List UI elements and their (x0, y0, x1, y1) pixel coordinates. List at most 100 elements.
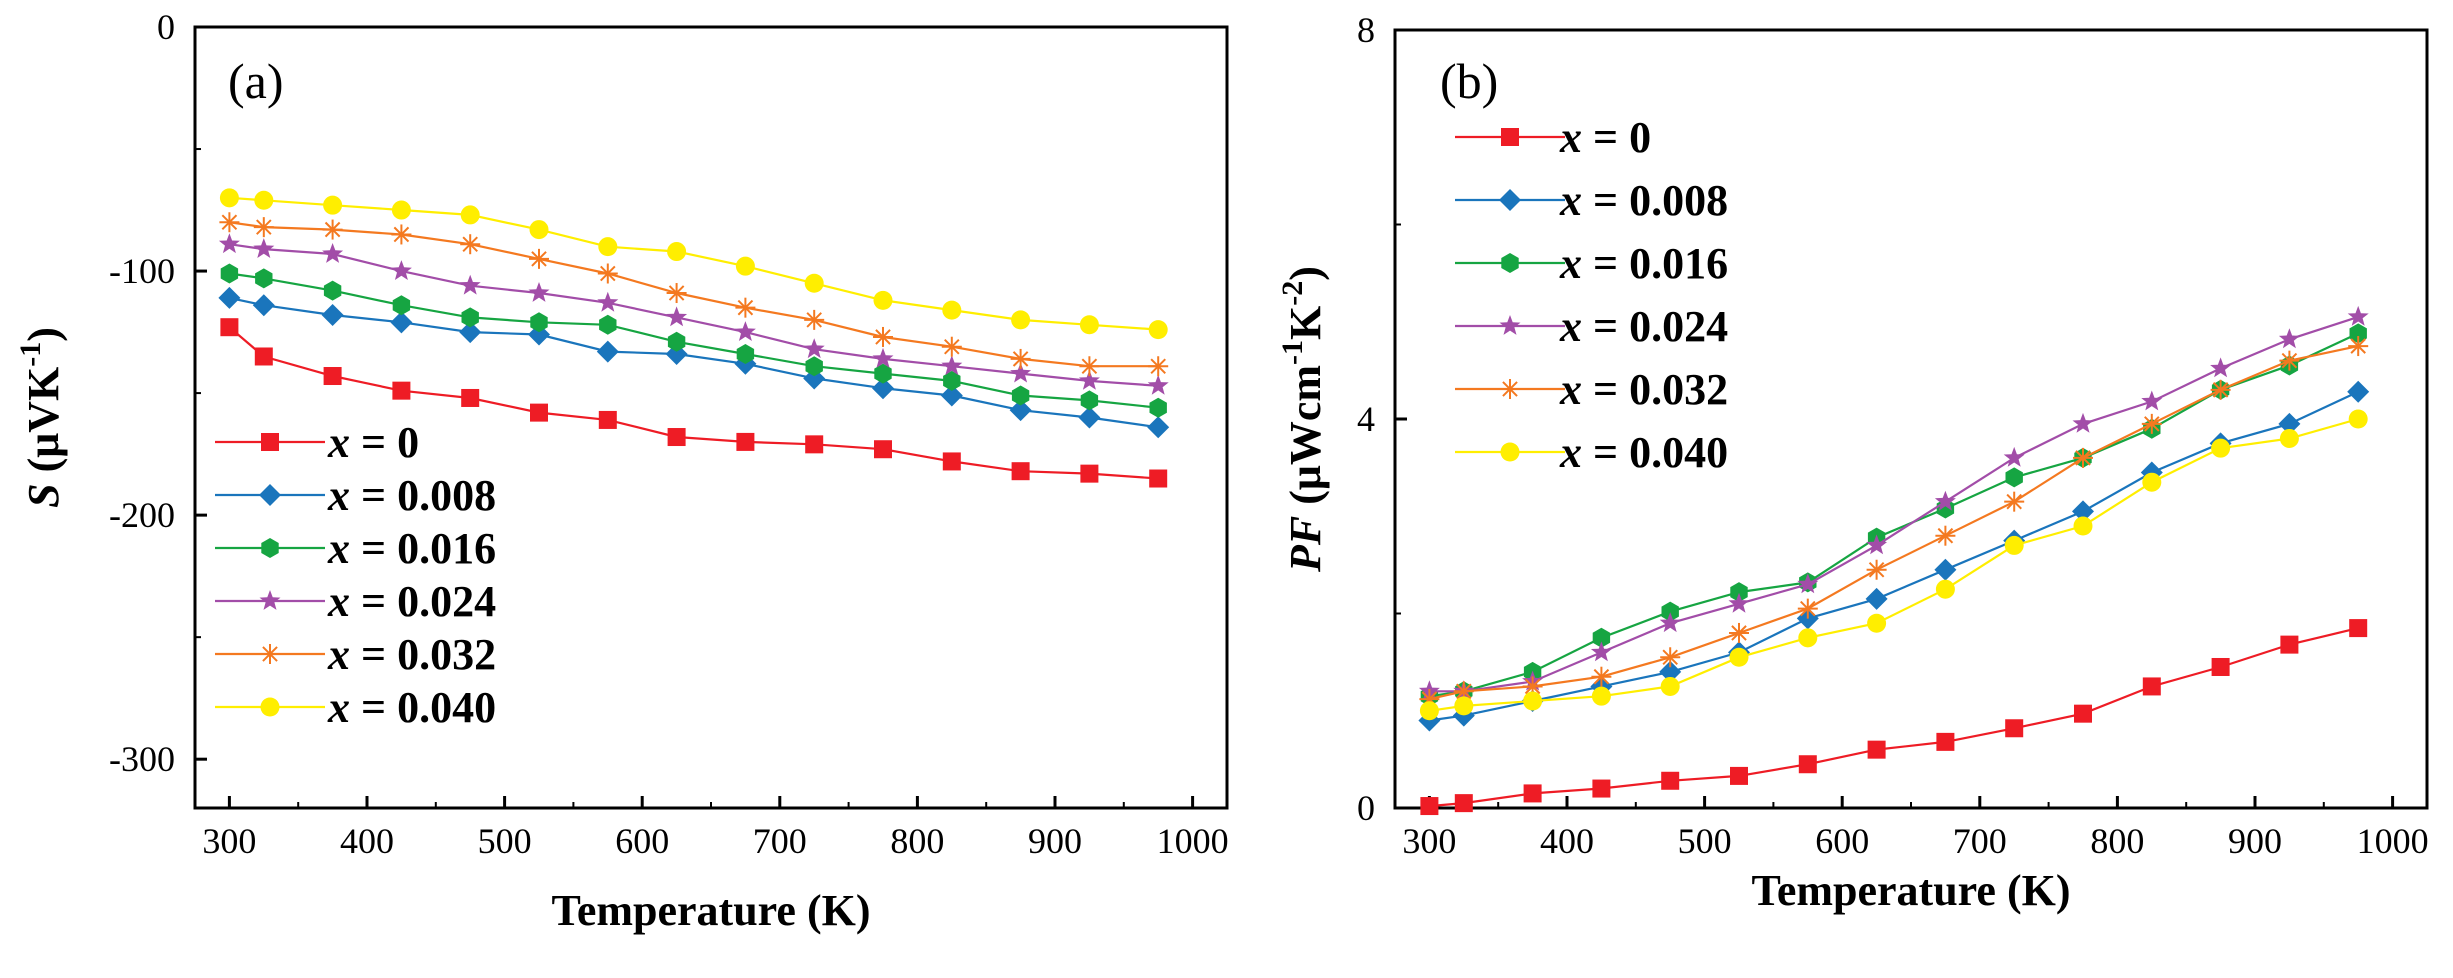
data-point (459, 274, 481, 295)
data-point (1661, 771, 1680, 790)
data-point (803, 338, 825, 359)
data-point (1419, 701, 1439, 721)
data-point (322, 243, 344, 263)
data-point (1080, 464, 1099, 483)
y-axis-unit-exponent: -2 (1276, 281, 1309, 306)
y-tick-label: 4 (1357, 399, 1375, 439)
data-point (1010, 362, 1032, 383)
data-point (1078, 406, 1101, 429)
data-point (2349, 619, 2368, 638)
data-point (1454, 696, 1474, 716)
data-point (1592, 779, 1611, 798)
data-point (391, 224, 412, 245)
y-axis-unit: ) (1281, 266, 1330, 281)
legend-marker (1500, 442, 1520, 462)
data-point (321, 303, 344, 326)
data-point (2211, 657, 2230, 676)
data-point (529, 248, 549, 269)
data-point (1797, 598, 1818, 619)
series-5 (1419, 409, 2368, 721)
legend-item: x = 0.016 (1455, 239, 1728, 288)
legend-label: x = 0.040 (327, 683, 496, 732)
legend-marker (1501, 128, 1519, 146)
x-tick-label: 900 (2228, 821, 2282, 861)
data-point (1935, 525, 1956, 546)
legend-label: x = 0.008 (1559, 176, 1728, 225)
data-point (2349, 323, 2367, 344)
series-0 (1420, 619, 2368, 816)
data-point (1935, 579, 1955, 599)
series-4 (219, 212, 1169, 377)
legend-marker (260, 644, 280, 664)
y-axis-title: PF (μWcm-1K-2) (1276, 266, 1330, 573)
data-point (322, 219, 343, 240)
data-point (1730, 766, 1748, 785)
data-point (1730, 582, 1748, 603)
legend-variable: x (327, 577, 350, 626)
y-axis-unit: (μVK (19, 367, 68, 484)
legend-value: = 0 (1582, 113, 1651, 162)
legend-variable: x (1559, 239, 1582, 288)
data-point (2348, 336, 2369, 357)
series-1 (218, 286, 1170, 439)
data-point (2005, 719, 2024, 738)
legend: x = 0 x = 0.008 x = 0.016 x = 0.024 x = 0.03… (1455, 113, 1728, 477)
x-axis-title: Temperature (K) (1752, 866, 2071, 915)
data-point (530, 403, 548, 422)
data-point (874, 363, 892, 384)
data-point (2278, 328, 2300, 349)
data-point (461, 307, 479, 328)
data-point (667, 428, 686, 447)
data-point (872, 347, 894, 368)
legend-value: = 0.008 (350, 471, 496, 520)
chart-panel-b: 300 400 500 600 700 800 900 1000 0 4 8 (b) Temperatu… (1276, 10, 2429, 915)
data-point (2003, 446, 2025, 467)
data-point (1149, 397, 1167, 418)
data-point (1934, 558, 1957, 581)
legend-label: x = 0.032 (1559, 365, 1728, 414)
legend-variable: x (1559, 428, 1582, 477)
data-point (2347, 380, 2370, 403)
data-point (1934, 490, 1956, 511)
data-point (599, 314, 617, 335)
legend-item: x = 0.040 (1455, 428, 1728, 477)
x-tick-label: 300 (1402, 821, 1456, 861)
data-point (392, 381, 411, 400)
x-tick-label: 800 (2090, 821, 2144, 861)
data-point (323, 195, 343, 215)
x-tick-label: 800 (890, 821, 944, 861)
data-point (1865, 587, 1888, 610)
data-point (1660, 647, 1681, 668)
legend-item: x = 0.032 (215, 630, 496, 679)
legend-variable: x (1559, 113, 1582, 162)
legend-item: x = 0 (215, 418, 419, 467)
legend-value: = 0 (350, 418, 419, 467)
x-tick-label: 400 (340, 821, 394, 861)
legend-item: x = 0.008 (215, 471, 496, 520)
legend-item: x = 0.024 (1455, 302, 1728, 351)
chart-panel-a: 300 400 500 600 700 800 900 1000 0 -100 -200 -300 (a… (14, 7, 1229, 935)
legend-label: x = 0.016 (327, 524, 496, 573)
data-point (254, 347, 273, 366)
data-point (1148, 320, 1168, 340)
data-point (667, 242, 687, 262)
legend-label: x = 0 (1559, 113, 1651, 162)
data-point (873, 290, 893, 310)
data-point (942, 300, 962, 320)
data-point (1729, 647, 1749, 667)
legend-label: x = 0.016 (1559, 239, 1728, 288)
data-point (2004, 535, 2024, 555)
data-point (1592, 627, 1611, 648)
data-point (255, 268, 273, 289)
data-point (2142, 677, 2161, 696)
legend-item: x = 0 (1455, 113, 1651, 162)
data-point (940, 384, 963, 407)
data-point (323, 280, 342, 301)
data-point (1523, 784, 1542, 803)
y-axis-symbol: S (19, 483, 68, 507)
y-tick-label: -200 (109, 495, 175, 535)
data-point (805, 435, 824, 454)
data-point (391, 200, 411, 220)
y-tick-label: -100 (109, 251, 175, 291)
